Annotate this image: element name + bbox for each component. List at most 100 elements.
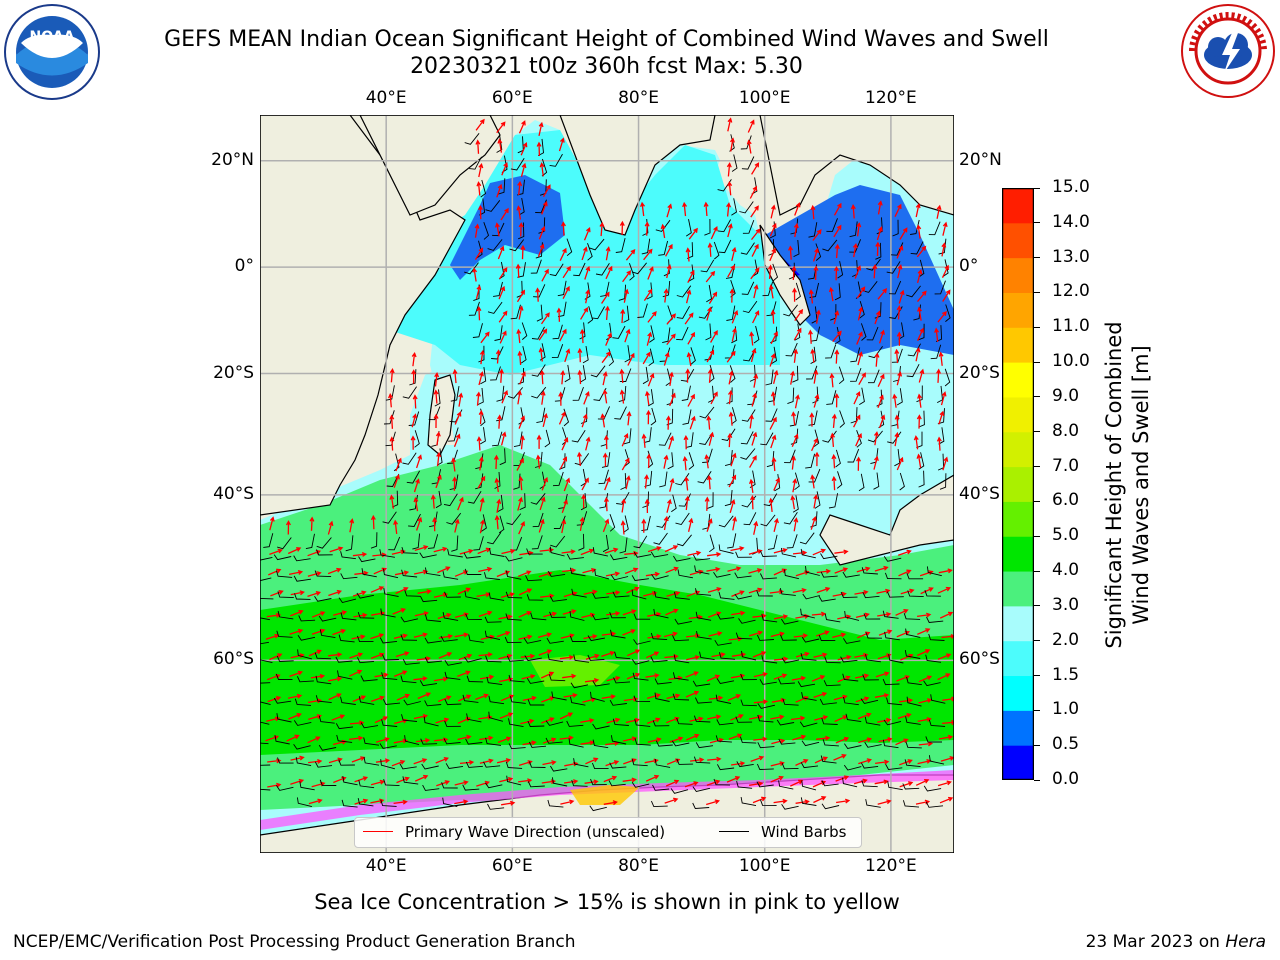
wind-barb xyxy=(925,736,942,743)
wind-barb xyxy=(442,571,459,580)
wave-arrow xyxy=(499,330,507,344)
wave-arrow xyxy=(307,698,323,704)
wave-arrow xyxy=(682,456,688,471)
wave-arrow xyxy=(646,651,660,659)
wave-arrow xyxy=(685,247,691,262)
wind-barb xyxy=(704,345,715,361)
wind-barb xyxy=(663,259,670,277)
wave-arrow xyxy=(479,349,485,365)
wave-arrow xyxy=(479,519,485,534)
wind-barb xyxy=(688,264,695,282)
wave-arrow xyxy=(518,222,524,237)
wave-arrow xyxy=(878,737,893,743)
wind-barb xyxy=(731,154,738,172)
wind-barb xyxy=(834,283,841,301)
wave-arrow xyxy=(559,735,574,741)
wind-barb xyxy=(800,608,816,619)
wind-barb xyxy=(521,322,528,340)
wind-barb xyxy=(717,613,735,620)
wave-arrow xyxy=(518,520,525,535)
wave-arrow xyxy=(831,475,837,491)
wind-barb xyxy=(402,452,417,465)
wave-arrow xyxy=(730,452,737,467)
wind-barb xyxy=(654,758,671,768)
wave-arrow xyxy=(794,308,804,321)
wave-arrow xyxy=(308,798,323,805)
colorbar-tick-label: 7.0 xyxy=(1052,455,1080,476)
wind-barb xyxy=(715,735,732,743)
wave-arrow xyxy=(731,761,746,767)
wave-arrow xyxy=(560,633,575,639)
colorbar-tick-mark xyxy=(1034,570,1040,572)
wind-barb xyxy=(492,431,503,447)
wave-arrow xyxy=(942,720,954,726)
wind-barb xyxy=(637,303,648,318)
wave-arrow xyxy=(877,288,888,300)
wind-barb xyxy=(614,406,627,420)
wind-barb xyxy=(704,218,711,236)
wave-arrow xyxy=(669,477,675,492)
colorbar-tick-label: 3.0 xyxy=(1052,594,1080,615)
wave-arrow xyxy=(752,613,767,619)
wave-arrow xyxy=(710,391,718,405)
wave-arrow xyxy=(726,776,741,783)
wave-arrow xyxy=(917,717,932,723)
wave-arrow xyxy=(749,455,757,468)
wave-arrow xyxy=(518,415,526,429)
wave-arrow xyxy=(475,139,481,154)
wind-barb xyxy=(850,347,861,363)
wave-arrow xyxy=(706,674,721,682)
wind-barb xyxy=(527,781,545,788)
wind-barb xyxy=(293,555,311,562)
wind-barb xyxy=(862,674,879,681)
wind-barb xyxy=(760,432,774,446)
wind-barb xyxy=(694,565,710,575)
wind-barb xyxy=(822,430,837,443)
wave-arrow xyxy=(918,368,925,383)
wind-barb xyxy=(273,554,292,561)
wave-arrow xyxy=(894,414,900,429)
wind-barb xyxy=(861,780,878,788)
wave-arrow xyxy=(538,328,548,341)
wind-barb xyxy=(820,553,838,560)
wind-barb xyxy=(572,386,584,401)
colorbar-tick-label: 4.0 xyxy=(1052,560,1080,581)
wind-barb xyxy=(345,535,354,552)
wave-arrow xyxy=(642,351,651,365)
wind-barb xyxy=(810,326,821,342)
wave-arrow xyxy=(750,347,757,363)
wave-arrow xyxy=(792,550,808,556)
wind-barb xyxy=(741,156,755,170)
wave-arrow xyxy=(583,226,591,241)
lat-tick-left: 0° xyxy=(234,256,254,277)
wave-arrow xyxy=(815,309,821,324)
wave-arrow xyxy=(396,693,411,701)
wave-arrow xyxy=(519,435,525,450)
wave-arrow xyxy=(430,494,436,509)
wave-arrow xyxy=(684,312,694,325)
wind-barb xyxy=(338,759,355,766)
wind-barb xyxy=(771,346,777,365)
wave-arrow xyxy=(541,717,555,724)
wave-arrow xyxy=(389,414,395,429)
wind-barb xyxy=(866,258,881,271)
colorbar-tick-mark xyxy=(1034,257,1040,259)
wave-arrow xyxy=(855,432,862,447)
wave-arrow xyxy=(916,414,922,429)
wind-barb xyxy=(651,574,669,580)
wave-arrow xyxy=(645,774,660,782)
wave-arrow xyxy=(686,351,692,367)
wind-barb xyxy=(756,781,774,788)
wind-barb xyxy=(479,427,486,445)
wave-arrow xyxy=(917,393,923,408)
wave-arrow xyxy=(496,498,502,513)
wind-barb xyxy=(531,326,545,340)
wind-barb xyxy=(276,713,292,723)
wave-arrow xyxy=(331,714,346,721)
wave-arrow xyxy=(877,717,892,723)
wind-barb xyxy=(550,765,568,772)
wave-arrow xyxy=(477,475,486,489)
wave-arrow xyxy=(837,654,852,661)
wind-barb xyxy=(382,654,399,661)
wave-arrow xyxy=(375,758,391,764)
